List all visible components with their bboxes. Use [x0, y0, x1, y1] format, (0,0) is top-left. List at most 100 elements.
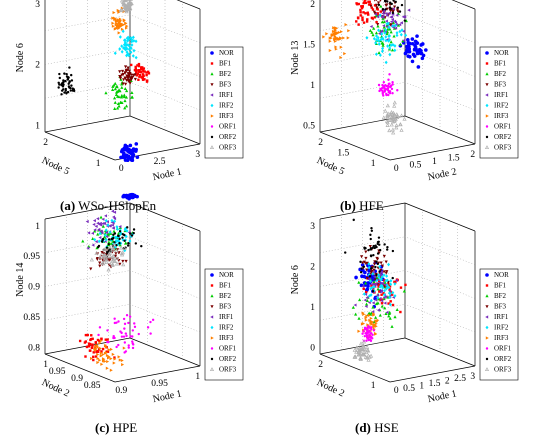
- data-points: [57, 0, 151, 163]
- point-irf2: [121, 29, 125, 34]
- point-irf1: [111, 226, 115, 230]
- point-irf3: [122, 18, 126, 22]
- scatter3d-plot: 0 1 2 3 0 0.5 1 1.5 2 2.5 3 1 2 Node 6 Node 1 Node 2 NOR…: [290, 202, 519, 405]
- point-orf3: [368, 353, 374, 358]
- x-axis-label: Node 1: [152, 388, 183, 405]
- point-irf3: [331, 29, 335, 34]
- point-irf3: [336, 37, 340, 42]
- point-irf2: [388, 37, 392, 42]
- point-bf2: [358, 298, 362, 302]
- point-irf2: [381, 286, 385, 290]
- point-bf2: [390, 48, 395, 52]
- point-orf1: [106, 329, 109, 332]
- legend-marker-bf3: [210, 305, 214, 309]
- point-bf2: [384, 311, 388, 315]
- point-orf2: [134, 242, 138, 245]
- point-irf2: [375, 38, 379, 42]
- legend-label-irf3: IRF3: [219, 112, 234, 120]
- point-orf1: [369, 338, 372, 341]
- point-orf2: [369, 233, 372, 237]
- point-bf1: [91, 343, 94, 346]
- point-bf3: [118, 262, 122, 266]
- panel-caption: (c) HPE: [95, 420, 137, 436]
- point-irf3: [114, 26, 118, 31]
- point-irf2: [120, 44, 124, 48]
- point-bf2: [380, 41, 384, 45]
- point-bf1: [105, 350, 108, 353]
- point-orf3: [110, 263, 115, 267]
- point-orf2: [73, 89, 76, 93]
- point-orf1: [378, 89, 381, 93]
- point-bf1: [355, 20, 358, 23]
- z-axis-label: Node 14: [15, 263, 26, 297]
- point-nor: [122, 194, 127, 198]
- point-irf2: [386, 21, 390, 26]
- point-irf1: [391, 17, 395, 22]
- point-nor: [410, 41, 415, 46]
- point-bf3: [118, 70, 122, 74]
- x-tick-label: 0.95: [151, 379, 168, 389]
- legend-label-nor: NOR: [494, 271, 509, 279]
- legend-marker-irf3: [485, 114, 489, 118]
- legend-label-orf2: ORF2: [494, 133, 512, 141]
- point-irf2: [393, 282, 397, 286]
- point-orf1: [385, 93, 388, 97]
- legend-marker-irf2: [485, 325, 489, 330]
- point-bf3: [365, 268, 369, 272]
- point-bf1: [135, 71, 138, 74]
- point-orf3: [102, 258, 107, 263]
- point-irf3: [361, 311, 365, 315]
- point-bf3: [114, 251, 118, 255]
- point-bf2: [107, 240, 111, 244]
- point-irf3: [325, 32, 329, 36]
- point-bf2: [93, 229, 97, 233]
- point-irf2: [394, 23, 398, 28]
- point-bf2: [370, 30, 374, 34]
- point-bf1: [94, 341, 98, 344]
- point-bf1: [146, 70, 150, 74]
- point-bf1: [380, 293, 383, 296]
- point-nor: [415, 34, 419, 38]
- legend-label-orf1: ORF1: [219, 345, 237, 353]
- point-bf3: [129, 78, 133, 82]
- point-irf2: [113, 51, 117, 56]
- point-bf3: [133, 77, 137, 81]
- point-bf3: [100, 250, 104, 254]
- point-irf3: [104, 345, 108, 349]
- point-orf3: [391, 130, 396, 135]
- point-bf1: [364, 12, 367, 15]
- point-bf2: [123, 87, 127, 91]
- legend-marker-orf1: [210, 125, 214, 128]
- point-bf1: [371, 17, 375, 20]
- point-orf3: [358, 341, 364, 346]
- point-orf3: [122, 2, 127, 7]
- legend-marker-orf2: [485, 135, 489, 139]
- point-orf2: [112, 236, 115, 240]
- point-orf1: [131, 329, 135, 332]
- point-bf3: [133, 73, 137, 77]
- point-orf1: [127, 321, 130, 325]
- point-irf1: [370, 282, 374, 287]
- legend-marker-irf2: [485, 103, 489, 108]
- point-bf1: [367, 3, 371, 6]
- point-bf1: [391, 303, 395, 307]
- point-bf2: [390, 324, 394, 328]
- point-nor: [421, 53, 426, 58]
- point-orf2: [96, 245, 100, 249]
- point-orf3: [359, 346, 364, 351]
- point-bf1: [88, 342, 92, 346]
- point-orf1: [149, 332, 152, 335]
- point-bf2: [380, 304, 384, 308]
- point-orf1: [132, 343, 135, 346]
- point-orf2: [57, 81, 60, 84]
- point-orf1: [377, 83, 381, 87]
- point-orf3: [385, 120, 390, 125]
- legend-marker-bf2: [210, 294, 214, 298]
- point-orf2: [403, 19, 407, 22]
- z-tick-label: 0.9: [28, 283, 40, 293]
- point-bf3: [108, 258, 112, 262]
- point-orf2: [377, 3, 381, 7]
- point-bf3: [124, 259, 128, 263]
- point-bf2: [377, 51, 381, 55]
- point-bf3: [124, 78, 129, 82]
